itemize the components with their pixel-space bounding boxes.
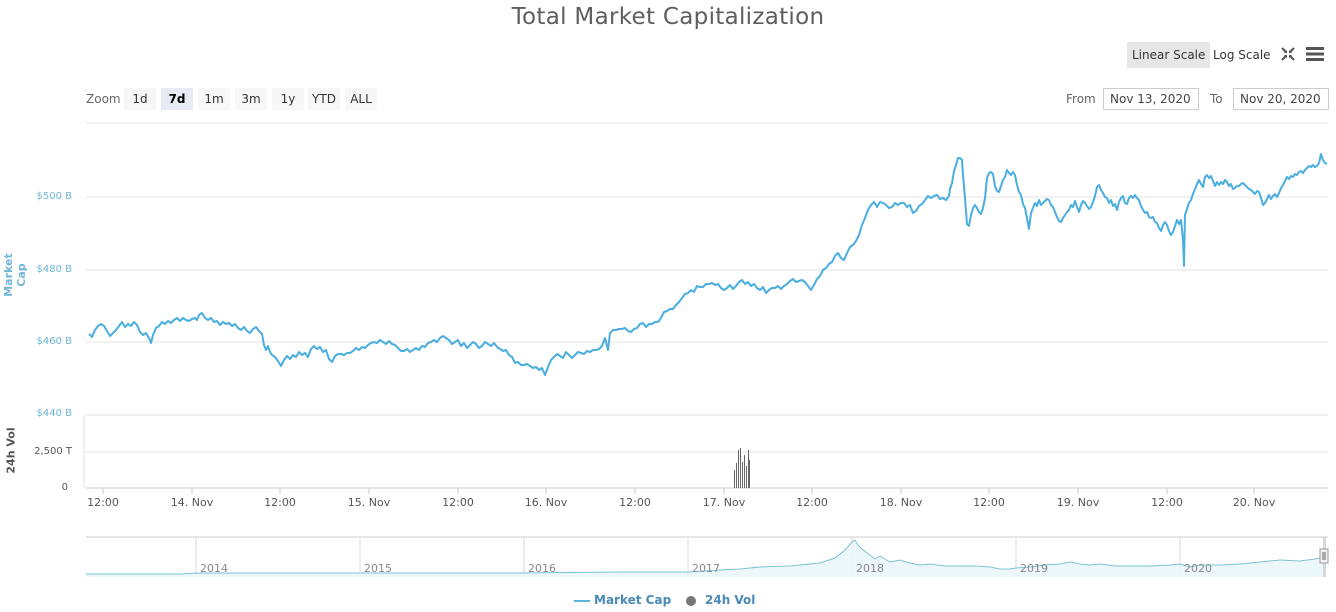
zoom-all-button[interactable]: ALL: [345, 88, 377, 110]
zoom-1d-button[interactable]: 1d: [124, 88, 156, 110]
x-tick-label: 14. Nov: [170, 496, 214, 509]
zoom-1m-button[interactable]: 1m: [198, 88, 230, 110]
collapse-arrows-icon[interactable]: [1280, 46, 1296, 62]
navigator-year-label: 2020: [1184, 562, 1212, 575]
legend-volume-circle-icon: [686, 596, 696, 606]
x-tick-label: 15. Nov: [347, 496, 391, 509]
to-date-input[interactable]: Nov 20, 2020: [1233, 88, 1329, 110]
y-tick-0: 0: [61, 482, 68, 493]
volume-bars: [734, 448, 750, 488]
zoom-label: Zoom: [86, 92, 121, 106]
x-tick-label: 18. Nov: [879, 496, 923, 509]
hamburger-menu-icon[interactable]: [1306, 46, 1324, 62]
navigator-year-label: 2014: [200, 562, 228, 575]
x-tick-label: 12:00: [1151, 496, 1183, 509]
x-tick-label: 12:00: [87, 496, 119, 509]
zoom-7d-button[interactable]: 7d: [161, 88, 193, 110]
from-date-input[interactable]: Nov 13, 2020: [1103, 88, 1199, 110]
x-tick-label: 12:00: [264, 496, 296, 509]
y-tick-480b: $480 B: [36, 264, 73, 275]
navigator-year-label: 2019: [1020, 562, 1048, 575]
zoom-3m-button[interactable]: 3m: [235, 88, 267, 110]
zoom-ytd-button[interactable]: YTD: [308, 88, 340, 110]
y-tick-2500t: 2,500 T: [34, 446, 72, 457]
navigator-handle[interactable]: [1319, 548, 1329, 564]
market-cap-line: [88, 153, 1328, 376]
navigator: [86, 536, 1329, 577]
navigator-year-label: 2016: [528, 562, 556, 575]
log-scale-button[interactable]: Log Scale: [1213, 48, 1271, 62]
x-tick-label: 20. Nov: [1232, 496, 1276, 509]
to-label: To: [1210, 92, 1223, 106]
y-tick-460b: $460 B: [36, 336, 73, 347]
x-tick-label: 12:00: [619, 496, 651, 509]
linear-scale-button[interactable]: Linear Scale: [1127, 42, 1211, 68]
navigator-year-label: 2018: [856, 562, 884, 575]
x-tick-label: 12:00: [973, 496, 1005, 509]
x-tick-label: 19. Nov: [1056, 496, 1100, 509]
y-tick-440b: $440 B: [36, 408, 73, 419]
x-tick-label: 16. Nov: [524, 496, 568, 509]
x-tick-label: 12:00: [442, 496, 474, 509]
zoom-1y-button[interactable]: 1y: [272, 88, 304, 110]
y-tick-500b: $500 B: [36, 191, 73, 202]
legend-item-market-cap[interactable]: Market Cap: [594, 593, 672, 607]
from-label: From: [1066, 92, 1096, 106]
x-tick-label: 17. Nov: [702, 496, 746, 509]
navigator-year-label: 2015: [364, 562, 392, 575]
chart-title: Total Market Capitalization: [511, 4, 825, 30]
legend-item-24h-vol[interactable]: 24h Vol: [705, 593, 756, 607]
navigator-year-label: 2017: [692, 562, 720, 575]
x-tick-label: 12:00: [796, 496, 828, 509]
